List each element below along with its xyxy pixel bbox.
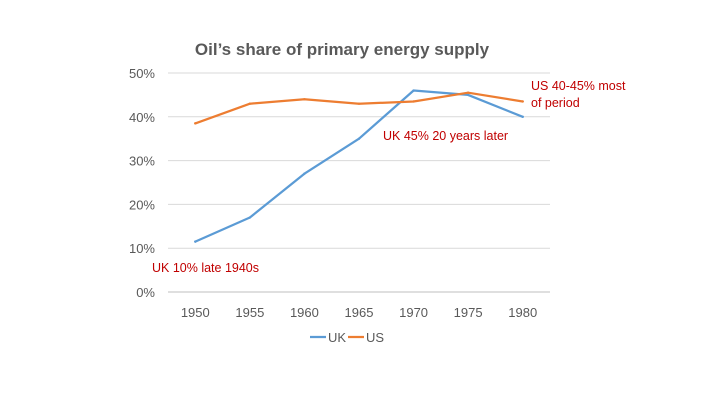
x-tick-label: 1960 bbox=[290, 305, 319, 320]
y-tick-label: 20% bbox=[129, 197, 155, 212]
legend: UK US bbox=[310, 330, 384, 345]
series-lines bbox=[194, 89, 524, 243]
data-point-uk bbox=[521, 115, 524, 119]
annotation-us-range-line1: US 40-45% most bbox=[531, 79, 626, 93]
data-point-us bbox=[357, 102, 361, 105]
series-line-uk bbox=[194, 89, 524, 243]
x-tick-label: 1950 bbox=[181, 305, 210, 320]
data-point-uk bbox=[303, 172, 306, 175]
y-tick-label: 0% bbox=[136, 285, 155, 300]
legend-label-uk: UK bbox=[328, 330, 346, 345]
data-point-uk bbox=[248, 216, 252, 219]
x-tick-label: 1955 bbox=[235, 305, 264, 320]
x-tick-label: 1965 bbox=[345, 305, 374, 320]
y-tick-label: 30% bbox=[129, 154, 155, 169]
annotations: UK 10% late 1940s UK 45% 20 years later … bbox=[152, 79, 626, 275]
annotation-uk-late-1940s: UK 10% late 1940s bbox=[152, 261, 259, 275]
x-axis-ticks: 1950 1955 1960 1965 1970 1975 1980 bbox=[181, 305, 537, 320]
annotation-uk-20-years-later: UK 45% 20 years later bbox=[383, 129, 508, 143]
chart-title: Oil’s share of primary energy supply bbox=[195, 40, 490, 59]
x-tick-label: 1975 bbox=[454, 305, 483, 320]
data-point-uk bbox=[466, 93, 470, 97]
data-point-uk bbox=[357, 137, 361, 140]
legend-label-us: US bbox=[366, 330, 384, 345]
annotation-us-range-line2: of period bbox=[531, 96, 580, 110]
data-point-uk bbox=[194, 240, 197, 243]
data-point-us bbox=[303, 98, 306, 101]
x-tick-label: 1980 bbox=[508, 305, 537, 320]
data-point-us bbox=[194, 122, 197, 125]
data-point-us bbox=[248, 102, 252, 105]
data-point-us bbox=[412, 100, 415, 103]
y-tick-label: 40% bbox=[129, 110, 155, 125]
x-tick-label: 1970 bbox=[399, 305, 428, 320]
gridlines bbox=[168, 72, 550, 293]
y-axis-ticks: 0% 10% 20% 30% 40% 50% bbox=[129, 66, 155, 300]
y-tick-label: 10% bbox=[129, 241, 155, 256]
y-tick-label: 50% bbox=[129, 66, 155, 81]
data-point-us bbox=[521, 100, 524, 103]
data-point-us bbox=[466, 91, 470, 94]
data-point-uk bbox=[412, 89, 415, 92]
